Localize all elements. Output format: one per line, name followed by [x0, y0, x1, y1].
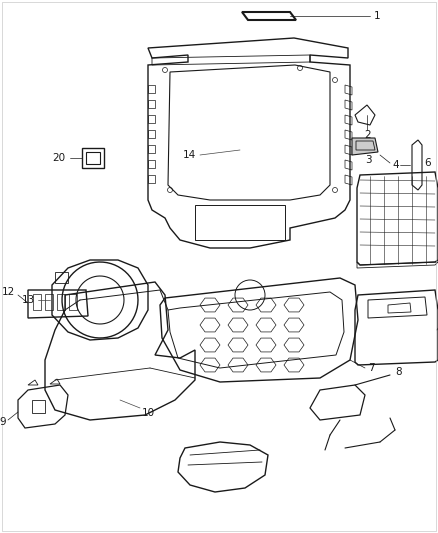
Text: 8: 8 — [395, 367, 402, 377]
Text: 9: 9 — [0, 417, 6, 427]
Text: 4: 4 — [392, 160, 399, 170]
Text: 1: 1 — [374, 11, 381, 21]
Text: 14: 14 — [183, 150, 196, 160]
Text: 20: 20 — [52, 153, 65, 163]
Text: 12: 12 — [2, 287, 15, 297]
Text: 7: 7 — [368, 363, 374, 373]
Text: 13: 13 — [22, 295, 35, 305]
Text: 6: 6 — [424, 158, 431, 168]
Text: 3: 3 — [365, 155, 371, 165]
Text: 10: 10 — [142, 408, 155, 418]
Text: 2: 2 — [365, 130, 371, 140]
Polygon shape — [352, 138, 378, 155]
